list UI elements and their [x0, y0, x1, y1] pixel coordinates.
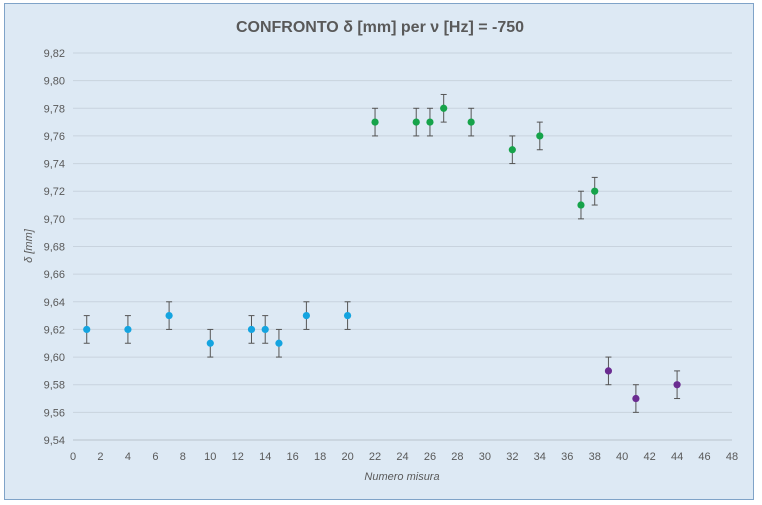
y-tick-label: 9,54 — [44, 435, 65, 447]
y-tick-label: 9,78 — [44, 103, 65, 115]
data-point — [343, 301, 352, 330]
data-point — [247, 315, 256, 344]
x-tick-label: 40 — [616, 451, 628, 463]
chart-frame — [4, 3, 754, 500]
data-marker — [165, 312, 173, 320]
data-marker — [426, 118, 434, 126]
data-marker — [632, 394, 640, 403]
x-tick-label: 42 — [644, 451, 656, 463]
data-marker — [604, 367, 613, 375]
grid-lines — [73, 52, 732, 413]
data-marker — [302, 312, 310, 320]
data-point — [302, 301, 310, 330]
data-point — [371, 107, 379, 137]
data-marker — [591, 187, 599, 195]
data-point — [124, 315, 132, 344]
x-tick-label: 32 — [506, 451, 518, 463]
x-tick-label: 48 — [726, 451, 738, 463]
data-marker — [467, 118, 475, 126]
data-marker — [508, 146, 516, 154]
data-point — [83, 315, 91, 344]
data-point — [577, 190, 585, 220]
y-tick-label: 9,64 — [44, 297, 65, 309]
x-tick-label: 0 — [70, 451, 76, 463]
x-tick-label: 34 — [534, 451, 546, 463]
x-tick-label: 4 — [125, 451, 131, 463]
x-tick-label: 6 — [152, 451, 158, 463]
data-marker — [412, 118, 420, 126]
y-tick-label: 9,80 — [44, 76, 65, 88]
x-tick-label: 28 — [451, 451, 463, 463]
y-tick-label: 9,58 — [44, 380, 65, 392]
data-point — [165, 301, 173, 330]
x-tick-label: 14 — [259, 451, 271, 463]
x-tick-label: 2 — [97, 451, 103, 463]
x-tick-label: 20 — [341, 451, 353, 463]
y-axis-title: δ [mm] — [23, 228, 35, 263]
data-marker — [673, 381, 681, 389]
data-marker — [83, 325, 91, 334]
y-tick-label: 9,66 — [44, 269, 65, 281]
data-point — [261, 315, 269, 344]
data-marks — [83, 93, 681, 413]
x-tick-label: 30 — [479, 451, 491, 463]
x-tick-label: 22 — [369, 451, 381, 463]
data-point — [604, 356, 613, 386]
x-axis-title: Numero misura — [364, 471, 439, 483]
data-point — [536, 121, 544, 151]
y-tick-label: 9,56 — [44, 407, 65, 419]
x-tick-label: 12 — [232, 451, 244, 463]
x-tick-label: 38 — [589, 451, 601, 463]
y-tick-label: 9,70 — [44, 214, 65, 226]
data-point — [673, 370, 681, 400]
tick-labels: 9,54 9,56 9,58 9,60 9,62 9,64 9,66 9,68 9,70 9,72… — [44, 48, 739, 463]
data-marker — [247, 325, 256, 334]
data-point — [632, 384, 640, 413]
y-tick-label: 9,60 — [44, 352, 65, 364]
data-point — [440, 93, 448, 123]
x-tick-label: 24 — [396, 451, 408, 463]
data-point — [206, 328, 214, 358]
x-tick-label: 8 — [180, 451, 186, 463]
data-marker — [275, 339, 283, 347]
data-marker — [206, 339, 214, 347]
y-tick-label: 9,74 — [44, 159, 65, 171]
x-tick-label: 10 — [204, 451, 216, 463]
x-tick-label: 36 — [561, 451, 573, 463]
x-tick-label: 18 — [314, 451, 326, 463]
x-tick-label: 46 — [698, 451, 710, 463]
data-point — [467, 107, 475, 137]
data-point — [426, 107, 434, 137]
y-tick-label: 9,72 — [44, 186, 65, 198]
y-tick-label: 9,82 — [44, 48, 65, 60]
data-point — [275, 328, 283, 358]
chart-title: CONFRONTO δ [mm] per ν [Hz] = -750 — [236, 19, 524, 36]
data-marker — [261, 325, 269, 334]
x-tick-label: 44 — [671, 451, 683, 463]
data-marker — [124, 325, 132, 334]
data-marker — [577, 201, 585, 209]
data-marker — [440, 104, 448, 112]
data-marker — [371, 118, 379, 126]
data-marker — [536, 132, 544, 140]
y-tick-label: 9,68 — [44, 242, 65, 254]
data-point — [508, 135, 516, 165]
data-marker — [343, 312, 352, 320]
x-tick-label: 26 — [424, 451, 436, 463]
data-point — [591, 176, 599, 206]
data-point — [412, 107, 420, 137]
y-tick-label: 9,62 — [44, 324, 65, 336]
y-tick-label: 9,76 — [44, 131, 65, 143]
x-tick-label: 16 — [287, 451, 299, 463]
